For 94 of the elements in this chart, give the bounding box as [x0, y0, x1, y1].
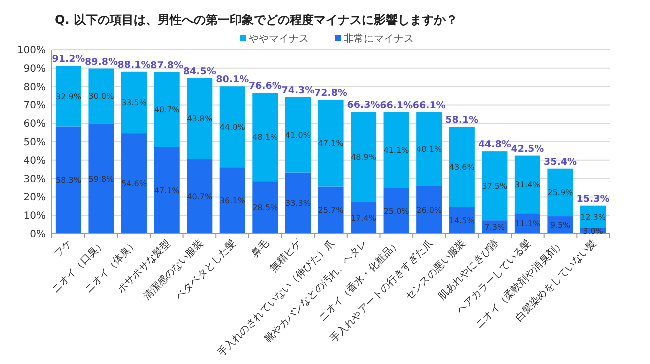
data-label: 9.5%	[550, 221, 572, 230]
y-tick-label: 40%	[24, 156, 46, 167]
data-label: 25.7%	[318, 206, 344, 216]
total-label: 66.1%	[380, 100, 414, 112]
data-label: 48.9%	[351, 152, 377, 162]
bar	[384, 112, 410, 188]
data-label: 37.5%	[482, 182, 508, 191]
bar	[252, 93, 278, 182]
data-label: 40.1%	[416, 145, 442, 154]
total-label: 72.8%	[314, 88, 348, 100]
bar	[449, 127, 475, 208]
data-label: 25.9%	[548, 188, 574, 198]
bar	[318, 186, 344, 234]
total-label: 35.4%	[544, 156, 578, 168]
total-label: 44.8%	[478, 140, 512, 151]
bar	[154, 72, 180, 148]
x-tick-label: フケ	[52, 238, 75, 260]
y-tick-label: 30%	[24, 174, 46, 186]
data-label: 41.1%	[384, 146, 410, 155]
data-label: 44.0%	[220, 122, 246, 132]
data-label: 31.4%	[515, 180, 541, 190]
y-tick-label: 80%	[24, 82, 46, 94]
data-label: 11.1%	[515, 220, 541, 229]
total-label: 84.5%	[183, 66, 217, 78]
bar	[56, 66, 82, 127]
data-label: 17.4%	[351, 214, 377, 223]
data-label: 33.5%	[122, 98, 148, 108]
total-label: 74.3%	[282, 85, 316, 96]
bar	[220, 168, 246, 234]
bar	[88, 124, 114, 234]
total-label: 91.2%	[52, 54, 86, 66]
data-label: 28.5%	[252, 204, 279, 213]
data-label: 54.6%	[122, 180, 148, 189]
bar	[88, 68, 114, 124]
data-label: 33.3%	[286, 199, 312, 208]
bar	[252, 182, 278, 234]
bar	[548, 168, 574, 217]
bar	[482, 152, 508, 221]
data-label: 43.8%	[187, 114, 213, 124]
total-label: 88.1%	[118, 60, 152, 71]
y-tick-label: 0%	[30, 230, 46, 240]
bar	[416, 112, 442, 186]
bar	[220, 86, 246, 168]
bar	[285, 172, 311, 234]
y-tick-label: 90%	[24, 64, 46, 75]
total-label: 15.3%	[576, 194, 610, 205]
legend-label: 非常にマイナス	[344, 33, 414, 45]
data-label: 32.9%	[56, 92, 82, 102]
data-label: 58.3%	[56, 176, 82, 186]
data-label: 25.0%	[384, 206, 410, 216]
data-label: 40.7%	[187, 192, 213, 202]
total-label: 58.1%	[446, 115, 480, 126]
bar	[187, 78, 213, 160]
data-label: 30.0%	[88, 92, 115, 102]
bar	[384, 188, 410, 234]
y-tick-label: 70%	[24, 100, 46, 112]
data-label: 36.1%	[220, 196, 246, 206]
data-label: 40.7%	[154, 106, 180, 115]
y-tick-label: 10%	[24, 211, 46, 222]
bar	[514, 156, 540, 214]
bar	[318, 100, 344, 187]
legend-label: ややマイナス	[249, 34, 309, 45]
y-tick-label: 50%	[24, 138, 46, 148]
data-label: 43.6%	[449, 163, 476, 172]
data-label: 7.3%	[484, 223, 506, 232]
total-label: 42.5%	[511, 144, 545, 155]
y-tick-label: 100%	[17, 46, 46, 56]
x-tick-label: 鼻毛	[248, 238, 272, 260]
total-label: 66.1%	[412, 100, 446, 112]
total-label: 66.3%	[347, 100, 381, 112]
data-label: 47.1%	[154, 186, 180, 196]
bar	[416, 186, 442, 234]
data-label: 12.3%	[580, 212, 606, 222]
total-label: 80.1%	[216, 74, 250, 86]
y-tick-label: 20%	[24, 192, 46, 204]
data-label: 59.8%	[88, 174, 115, 184]
bar	[122, 134, 148, 234]
y-tick-label: 60%	[24, 119, 46, 130]
total-label: 87.8%	[150, 60, 184, 72]
bar	[351, 112, 377, 202]
bar	[351, 202, 377, 234]
bar	[154, 147, 180, 234]
data-label: 48.1%	[252, 133, 279, 142]
chart-title: Q. 以下の項目は、男性への第一印象でどの程度マイナスに影響しますか？	[55, 13, 458, 27]
data-label: 41.0%	[286, 130, 312, 140]
total-label: 89.8%	[85, 56, 118, 68]
bar	[56, 126, 82, 234]
total-label: 76.6%	[248, 81, 282, 92]
bar	[285, 97, 311, 173]
bar	[187, 159, 213, 234]
bar	[122, 72, 148, 134]
data-label: 47.1%	[318, 139, 344, 148]
data-label: 14.5%	[449, 216, 476, 226]
data-label: 26.0%	[416, 206, 442, 215]
